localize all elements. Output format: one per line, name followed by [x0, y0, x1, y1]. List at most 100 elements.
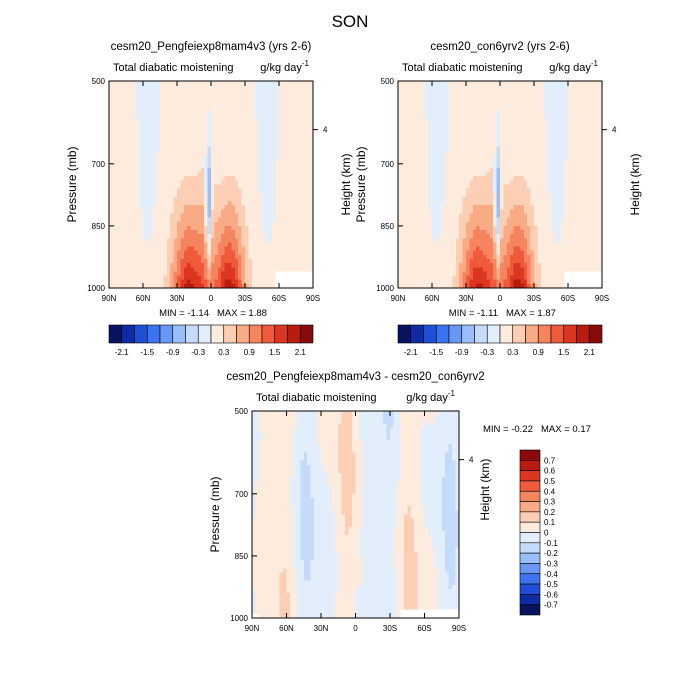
heatmap-cell [489, 221, 494, 227]
heatmap-cell [292, 263, 297, 268]
heatmap-cell [517, 118, 521, 123]
heatmap-cell [109, 213, 113, 219]
heatmap-cell [163, 217, 168, 223]
heatmap-cell [258, 254, 263, 260]
heatmap-cell [466, 209, 470, 214]
heatmap-cell [415, 172, 419, 177]
heatmap-cell [459, 176, 463, 181]
heatmap-cell [197, 167, 202, 173]
heatmap-cell [292, 205, 297, 210]
heatmap-cell [408, 254, 412, 260]
heatmap-cell [119, 184, 123, 190]
heatmap-cell [265, 188, 270, 194]
heatmap-cell [187, 271, 191, 276]
heatmap-cell [421, 114, 426, 119]
heatmap-cell [170, 254, 174, 260]
heatmap-cell [217, 254, 222, 260]
heatmap-cell [513, 267, 518, 272]
heatmap-cell [401, 263, 406, 268]
heatmap-cell [418, 246, 423, 252]
heatmap-cell [496, 254, 501, 260]
heatmap-cell [302, 238, 307, 243]
heatmap-cell [408, 184, 412, 190]
heatmap-cell [435, 184, 440, 190]
heatmap-cell [299, 217, 304, 223]
heatmap-cell [177, 176, 181, 181]
heatmap-cell [489, 93, 494, 98]
heatmap-cell [513, 213, 518, 219]
heatmap-cell [221, 196, 225, 202]
heatmap-cell [520, 221, 525, 227]
heatmap-cell [459, 246, 463, 252]
heatmap-cell [115, 225, 120, 231]
heatmap-cell [234, 155, 239, 161]
heatmap-cell [408, 225, 412, 231]
heatmap-cell [122, 188, 127, 194]
heatmap-cell [520, 213, 525, 219]
heatmap-cell [289, 271, 293, 276]
heatmap-cell [510, 163, 514, 169]
heatmap-cell [129, 138, 134, 144]
heatmap-cell [398, 93, 402, 98]
heatmap-cell [472, 205, 477, 210]
heatmap-cell [115, 221, 120, 227]
heatmap-cell [476, 184, 480, 190]
heatmap-cell [496, 184, 501, 190]
heatmap-cell [231, 238, 236, 243]
heatmap-cell [245, 217, 249, 223]
heatmap-cell [156, 118, 161, 123]
heatmap-cell [115, 205, 120, 210]
heatmap-cell [442, 126, 446, 132]
heatmap-cell [248, 213, 253, 219]
heatmap-cell [211, 213, 215, 219]
heatmap-cell [234, 147, 239, 152]
heatmap-cell [190, 130, 195, 136]
heatmap-cell [190, 213, 195, 219]
heatmap-cell [228, 246, 232, 252]
heatmap-cell [214, 188, 219, 194]
heatmap-cell [173, 143, 178, 148]
heatmap-cell [214, 263, 219, 268]
heatmap-cell [109, 225, 113, 231]
heatmap-cell [472, 105, 477, 111]
heatmap-cell [139, 130, 144, 136]
heatmap-cell [258, 234, 263, 239]
heatmap-cell [245, 138, 249, 144]
heatmap-cell [398, 81, 402, 86]
heatmap-cell [207, 134, 212, 140]
heatmap-cell [513, 147, 518, 152]
heatmap-cell [459, 97, 463, 103]
heatmap-cell [398, 134, 402, 140]
heatmap-cell [258, 196, 263, 202]
heatmap-cell [517, 209, 521, 214]
heatmap-cell [194, 217, 198, 223]
heatmap-cell [251, 180, 256, 185]
heatmap-cell [231, 155, 236, 161]
heatmap-cell [428, 279, 433, 285]
heatmap-cell [493, 122, 497, 127]
heatmap-cell [190, 93, 195, 98]
heatmap-cell [245, 234, 249, 239]
heatmap-cell [200, 85, 205, 90]
heatmap-cell [163, 267, 168, 272]
heatmap-cell [506, 93, 511, 98]
heatmap-cell [180, 118, 185, 123]
heatmap-cell [517, 176, 521, 181]
heatmap-cell [489, 155, 494, 161]
heatmap-cell [527, 122, 531, 127]
heatmap-cell [160, 209, 164, 214]
heatmap-cell [221, 130, 225, 136]
heatmap-cell [122, 196, 127, 202]
heatmap-cell [187, 180, 191, 185]
heatmap-cell [435, 259, 440, 264]
heatmap-cell [262, 267, 266, 272]
heatmap-cell [187, 283, 191, 289]
heatmap-cell [309, 238, 314, 243]
heatmap-cell [411, 81, 416, 86]
heatmap-cell [302, 89, 307, 94]
heatmap-cell [156, 230, 161, 235]
heatmap-cell [472, 196, 477, 202]
heatmap-cell [234, 242, 239, 247]
heatmap-cell [238, 167, 242, 173]
heatmap-cell [258, 225, 263, 231]
